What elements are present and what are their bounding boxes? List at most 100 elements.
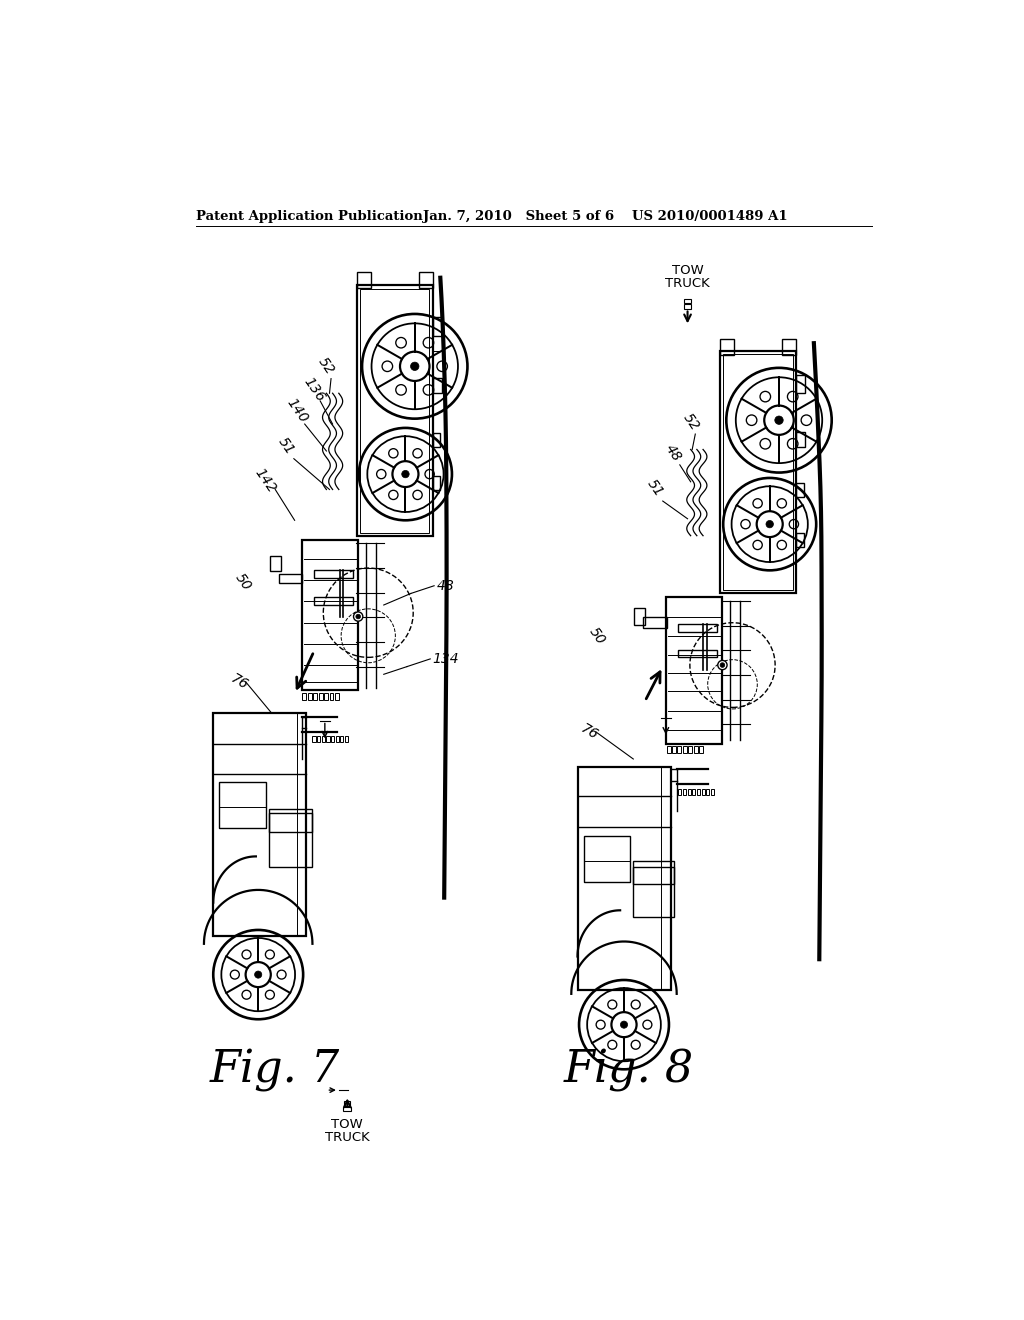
Circle shape (720, 663, 725, 668)
Text: Patent Application Publication: Patent Application Publication (197, 210, 423, 223)
Circle shape (766, 520, 773, 528)
Bar (578, 767, 671, 990)
Text: TOW: TOW (332, 1118, 364, 1131)
Circle shape (411, 362, 419, 371)
Text: 140: 140 (284, 396, 310, 426)
Bar (796, 375, 805, 393)
Bar (711, 789, 714, 795)
Text: 50: 50 (231, 570, 254, 593)
Bar (313, 693, 317, 700)
Bar (720, 351, 796, 594)
Bar (678, 789, 681, 795)
Text: 142: 142 (252, 466, 279, 495)
Text: 51: 51 (275, 436, 297, 458)
Text: TOW: TOW (672, 264, 703, 277)
Bar (796, 533, 804, 548)
Bar (330, 693, 334, 700)
Text: 48: 48 (436, 578, 455, 593)
Bar (667, 746, 671, 752)
Bar (432, 378, 442, 393)
Bar (335, 693, 339, 700)
Text: Fig. 7: Fig. 7 (209, 1049, 340, 1093)
Bar (219, 781, 266, 829)
Bar (796, 432, 805, 447)
Bar (302, 540, 358, 689)
Bar (633, 867, 674, 917)
Bar (327, 737, 330, 742)
Bar (419, 272, 432, 288)
Bar (270, 556, 281, 572)
Circle shape (401, 470, 410, 478)
Bar (331, 737, 334, 742)
Circle shape (775, 416, 783, 425)
Bar (684, 304, 690, 309)
Text: 52: 52 (315, 355, 337, 378)
Bar (318, 693, 323, 700)
Bar (302, 693, 306, 700)
Bar (324, 693, 328, 700)
Bar (213, 713, 306, 936)
Bar (314, 570, 352, 578)
Text: 52: 52 (680, 411, 701, 433)
Bar (697, 789, 700, 795)
Bar (678, 649, 717, 657)
Bar (343, 1107, 351, 1111)
Bar (308, 693, 311, 700)
Bar (699, 746, 703, 752)
Bar (317, 737, 321, 742)
Bar (693, 746, 697, 752)
Bar (678, 624, 717, 632)
Text: TRUCK: TRUCK (325, 1131, 370, 1144)
Text: 134: 134 (432, 652, 459, 665)
Bar (280, 574, 302, 583)
Bar (345, 737, 348, 742)
Bar (322, 737, 325, 742)
Bar (683, 746, 687, 752)
Bar (687, 789, 690, 795)
Text: 50: 50 (586, 624, 607, 647)
Text: 136: 136 (301, 375, 328, 404)
Bar (796, 483, 804, 498)
Bar (219, 807, 266, 829)
Bar (643, 618, 667, 628)
Bar (666, 598, 722, 743)
Bar (312, 737, 315, 742)
Bar (701, 789, 705, 795)
Bar (584, 836, 630, 882)
Circle shape (621, 1022, 628, 1028)
Bar (356, 285, 432, 536)
Circle shape (718, 660, 727, 669)
Bar (269, 809, 311, 832)
Bar (688, 746, 692, 752)
Bar (672, 746, 676, 752)
Bar (269, 813, 311, 867)
Bar (344, 1101, 350, 1106)
Text: Fig. 8: Fig. 8 (563, 1049, 694, 1093)
Bar (782, 339, 796, 355)
Bar (340, 737, 343, 742)
Bar (692, 789, 695, 795)
Bar (683, 789, 686, 795)
Bar (336, 737, 339, 742)
Text: Jan. 7, 2010   Sheet 5 of 6: Jan. 7, 2010 Sheet 5 of 6 (423, 210, 613, 223)
Bar (678, 746, 681, 752)
Text: US 2010/0001489 A1: US 2010/0001489 A1 (632, 210, 787, 223)
Bar (432, 317, 442, 335)
Circle shape (353, 612, 362, 622)
Text: 48: 48 (663, 441, 684, 463)
Circle shape (255, 972, 262, 978)
Bar (432, 475, 440, 490)
Bar (356, 272, 371, 288)
Text: 51: 51 (644, 477, 666, 499)
Circle shape (356, 614, 360, 619)
Bar (314, 597, 352, 605)
Bar (720, 339, 734, 355)
Bar (707, 789, 710, 795)
Bar (634, 609, 645, 626)
Bar (684, 300, 691, 304)
Bar (432, 433, 440, 447)
Bar (633, 861, 674, 884)
Bar (584, 861, 630, 882)
Text: 76: 76 (579, 722, 601, 743)
Bar (359, 289, 429, 533)
